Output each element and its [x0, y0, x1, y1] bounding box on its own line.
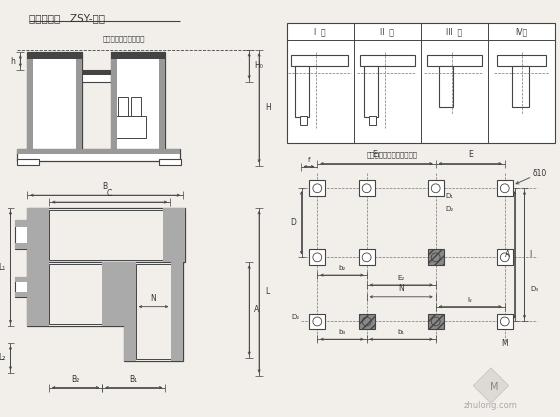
- Text: C: C: [106, 189, 112, 198]
- Bar: [300, 116, 307, 125]
- Bar: [16, 277, 29, 297]
- Bar: [497, 55, 546, 66]
- Text: l: l: [529, 250, 531, 259]
- Bar: [116, 116, 146, 138]
- Bar: [360, 55, 415, 66]
- Text: IV型: IV型: [515, 27, 528, 36]
- Text: M: M: [489, 382, 498, 392]
- Bar: [16, 220, 29, 227]
- Bar: [428, 181, 444, 196]
- Bar: [438, 66, 454, 107]
- Text: f: f: [307, 157, 310, 163]
- Bar: [82, 70, 111, 82]
- Bar: [27, 52, 82, 151]
- Bar: [111, 52, 165, 151]
- Text: II  型: II 型: [380, 27, 394, 36]
- Text: H: H: [265, 103, 271, 112]
- Bar: [136, 264, 171, 359]
- Bar: [16, 277, 29, 282]
- Bar: [295, 66, 310, 117]
- Text: L₁: L₁: [0, 263, 6, 272]
- Bar: [17, 149, 180, 154]
- Text: A: A: [506, 250, 511, 259]
- Text: E: E: [468, 150, 473, 159]
- Text: E₁: E₁: [372, 150, 380, 159]
- Text: l₂: l₂: [468, 297, 473, 303]
- Bar: [16, 220, 29, 249]
- Text: B: B: [102, 182, 108, 191]
- Text: I  型: I 型: [315, 27, 326, 36]
- Text: B₂: B₂: [72, 374, 80, 384]
- Bar: [427, 55, 482, 66]
- Bar: [368, 116, 376, 125]
- Text: N: N: [398, 284, 404, 293]
- Bar: [111, 52, 165, 59]
- Polygon shape: [473, 368, 508, 403]
- Text: D₁: D₁: [446, 193, 454, 199]
- Bar: [124, 262, 136, 361]
- Bar: [16, 243, 29, 249]
- Bar: [359, 249, 375, 265]
- Text: D₃: D₃: [530, 286, 538, 292]
- Bar: [359, 314, 375, 329]
- Text: D₂: D₂: [446, 206, 454, 212]
- Bar: [428, 249, 444, 265]
- Bar: [111, 52, 117, 151]
- Text: 电动机与减速器中心线: 电动机与减速器中心线: [102, 35, 145, 42]
- Bar: [310, 249, 325, 265]
- Bar: [310, 314, 325, 329]
- Bar: [160, 52, 165, 151]
- Bar: [82, 70, 111, 75]
- Bar: [171, 262, 183, 361]
- Bar: [27, 208, 49, 262]
- Text: E₂: E₂: [398, 275, 405, 281]
- Bar: [27, 262, 124, 327]
- Bar: [76, 52, 82, 151]
- Bar: [310, 181, 325, 196]
- Bar: [497, 181, 512, 196]
- Text: b₂: b₂: [338, 265, 346, 271]
- Bar: [16, 292, 29, 297]
- Bar: [27, 208, 185, 262]
- Bar: [27, 52, 82, 59]
- Text: δ10: δ10: [533, 169, 547, 178]
- Text: D: D: [291, 219, 297, 227]
- Text: L₂: L₂: [0, 354, 6, 362]
- Bar: [27, 262, 49, 327]
- Text: D₂: D₂: [291, 314, 300, 319]
- Text: A: A: [254, 305, 259, 314]
- Text: b₃: b₃: [338, 329, 346, 335]
- Bar: [124, 262, 183, 361]
- Bar: [359, 181, 375, 196]
- Text: B₁: B₁: [130, 374, 138, 384]
- Bar: [428, 314, 444, 329]
- Text: b₁: b₁: [398, 329, 405, 335]
- Bar: [363, 66, 379, 117]
- Bar: [27, 52, 33, 151]
- Bar: [17, 149, 180, 161]
- Text: H₀: H₀: [254, 61, 263, 70]
- Text: M: M: [501, 339, 508, 348]
- Bar: [291, 55, 348, 66]
- Bar: [497, 314, 512, 329]
- Bar: [497, 249, 512, 265]
- Bar: [118, 96, 128, 116]
- Text: N: N: [151, 294, 156, 303]
- Text: L: L: [265, 287, 269, 296]
- Text: III  型: III 型: [446, 27, 463, 36]
- Text: zhulong.com: zhulong.com: [464, 401, 518, 410]
- Bar: [287, 23, 555, 143]
- Bar: [17, 159, 39, 165]
- Bar: [131, 96, 141, 116]
- Bar: [512, 66, 529, 107]
- Bar: [49, 264, 102, 324]
- Bar: [49, 210, 164, 260]
- Bar: [160, 159, 181, 165]
- Bar: [164, 208, 185, 262]
- Text: 子型销钉及地脚螺栓位置图: 子型销钉及地脚螺栓位置图: [367, 151, 418, 158]
- Text: 驱动装置架   ZSY-系列: 驱动装置架 ZSY-系列: [29, 14, 105, 24]
- Text: h: h: [11, 57, 16, 65]
- Bar: [102, 262, 124, 327]
